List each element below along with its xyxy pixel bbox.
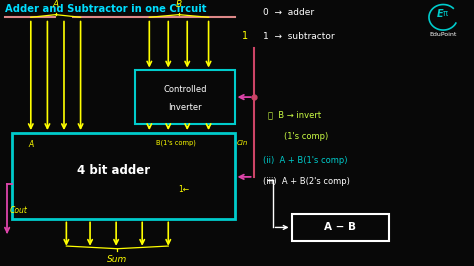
Text: 1  →  subtractor: 1 → subtractor — [263, 32, 335, 41]
Text: B(1's comp): B(1's comp) — [156, 140, 196, 146]
Text: A − B: A − B — [324, 222, 356, 232]
Bar — [12, 133, 235, 219]
Text: 1←: 1← — [178, 185, 189, 194]
Text: Adder and Subtractor in one Circuit: Adder and Subtractor in one Circuit — [5, 4, 206, 14]
Text: Cin: Cin — [237, 140, 248, 146]
Text: π: π — [443, 9, 448, 18]
Text: B: B — [176, 0, 182, 9]
Text: A: A — [53, 0, 59, 9]
Bar — [135, 70, 235, 124]
Text: 4 bit adder: 4 bit adder — [77, 164, 150, 177]
Text: Controlled: Controlled — [163, 85, 207, 94]
Text: EduPoint: EduPoint — [429, 32, 456, 37]
Text: ⓞ  B → invert: ⓞ B → invert — [268, 110, 321, 119]
Bar — [292, 214, 389, 241]
Text: 1: 1 — [242, 31, 248, 41]
Text: 0  →  adder: 0 → adder — [263, 8, 314, 17]
Text: E: E — [437, 9, 444, 19]
Text: A: A — [28, 140, 34, 149]
Text: Cout: Cout — [9, 206, 27, 215]
Text: (ii)  A + B(1's comp): (ii) A + B(1's comp) — [263, 156, 347, 165]
Text: (1's comp): (1's comp) — [284, 132, 328, 141]
Text: Sum: Sum — [107, 255, 128, 264]
Text: Inverter: Inverter — [168, 103, 201, 112]
Text: (iii)  A + B(2's comp): (iii) A + B(2's comp) — [263, 177, 350, 186]
